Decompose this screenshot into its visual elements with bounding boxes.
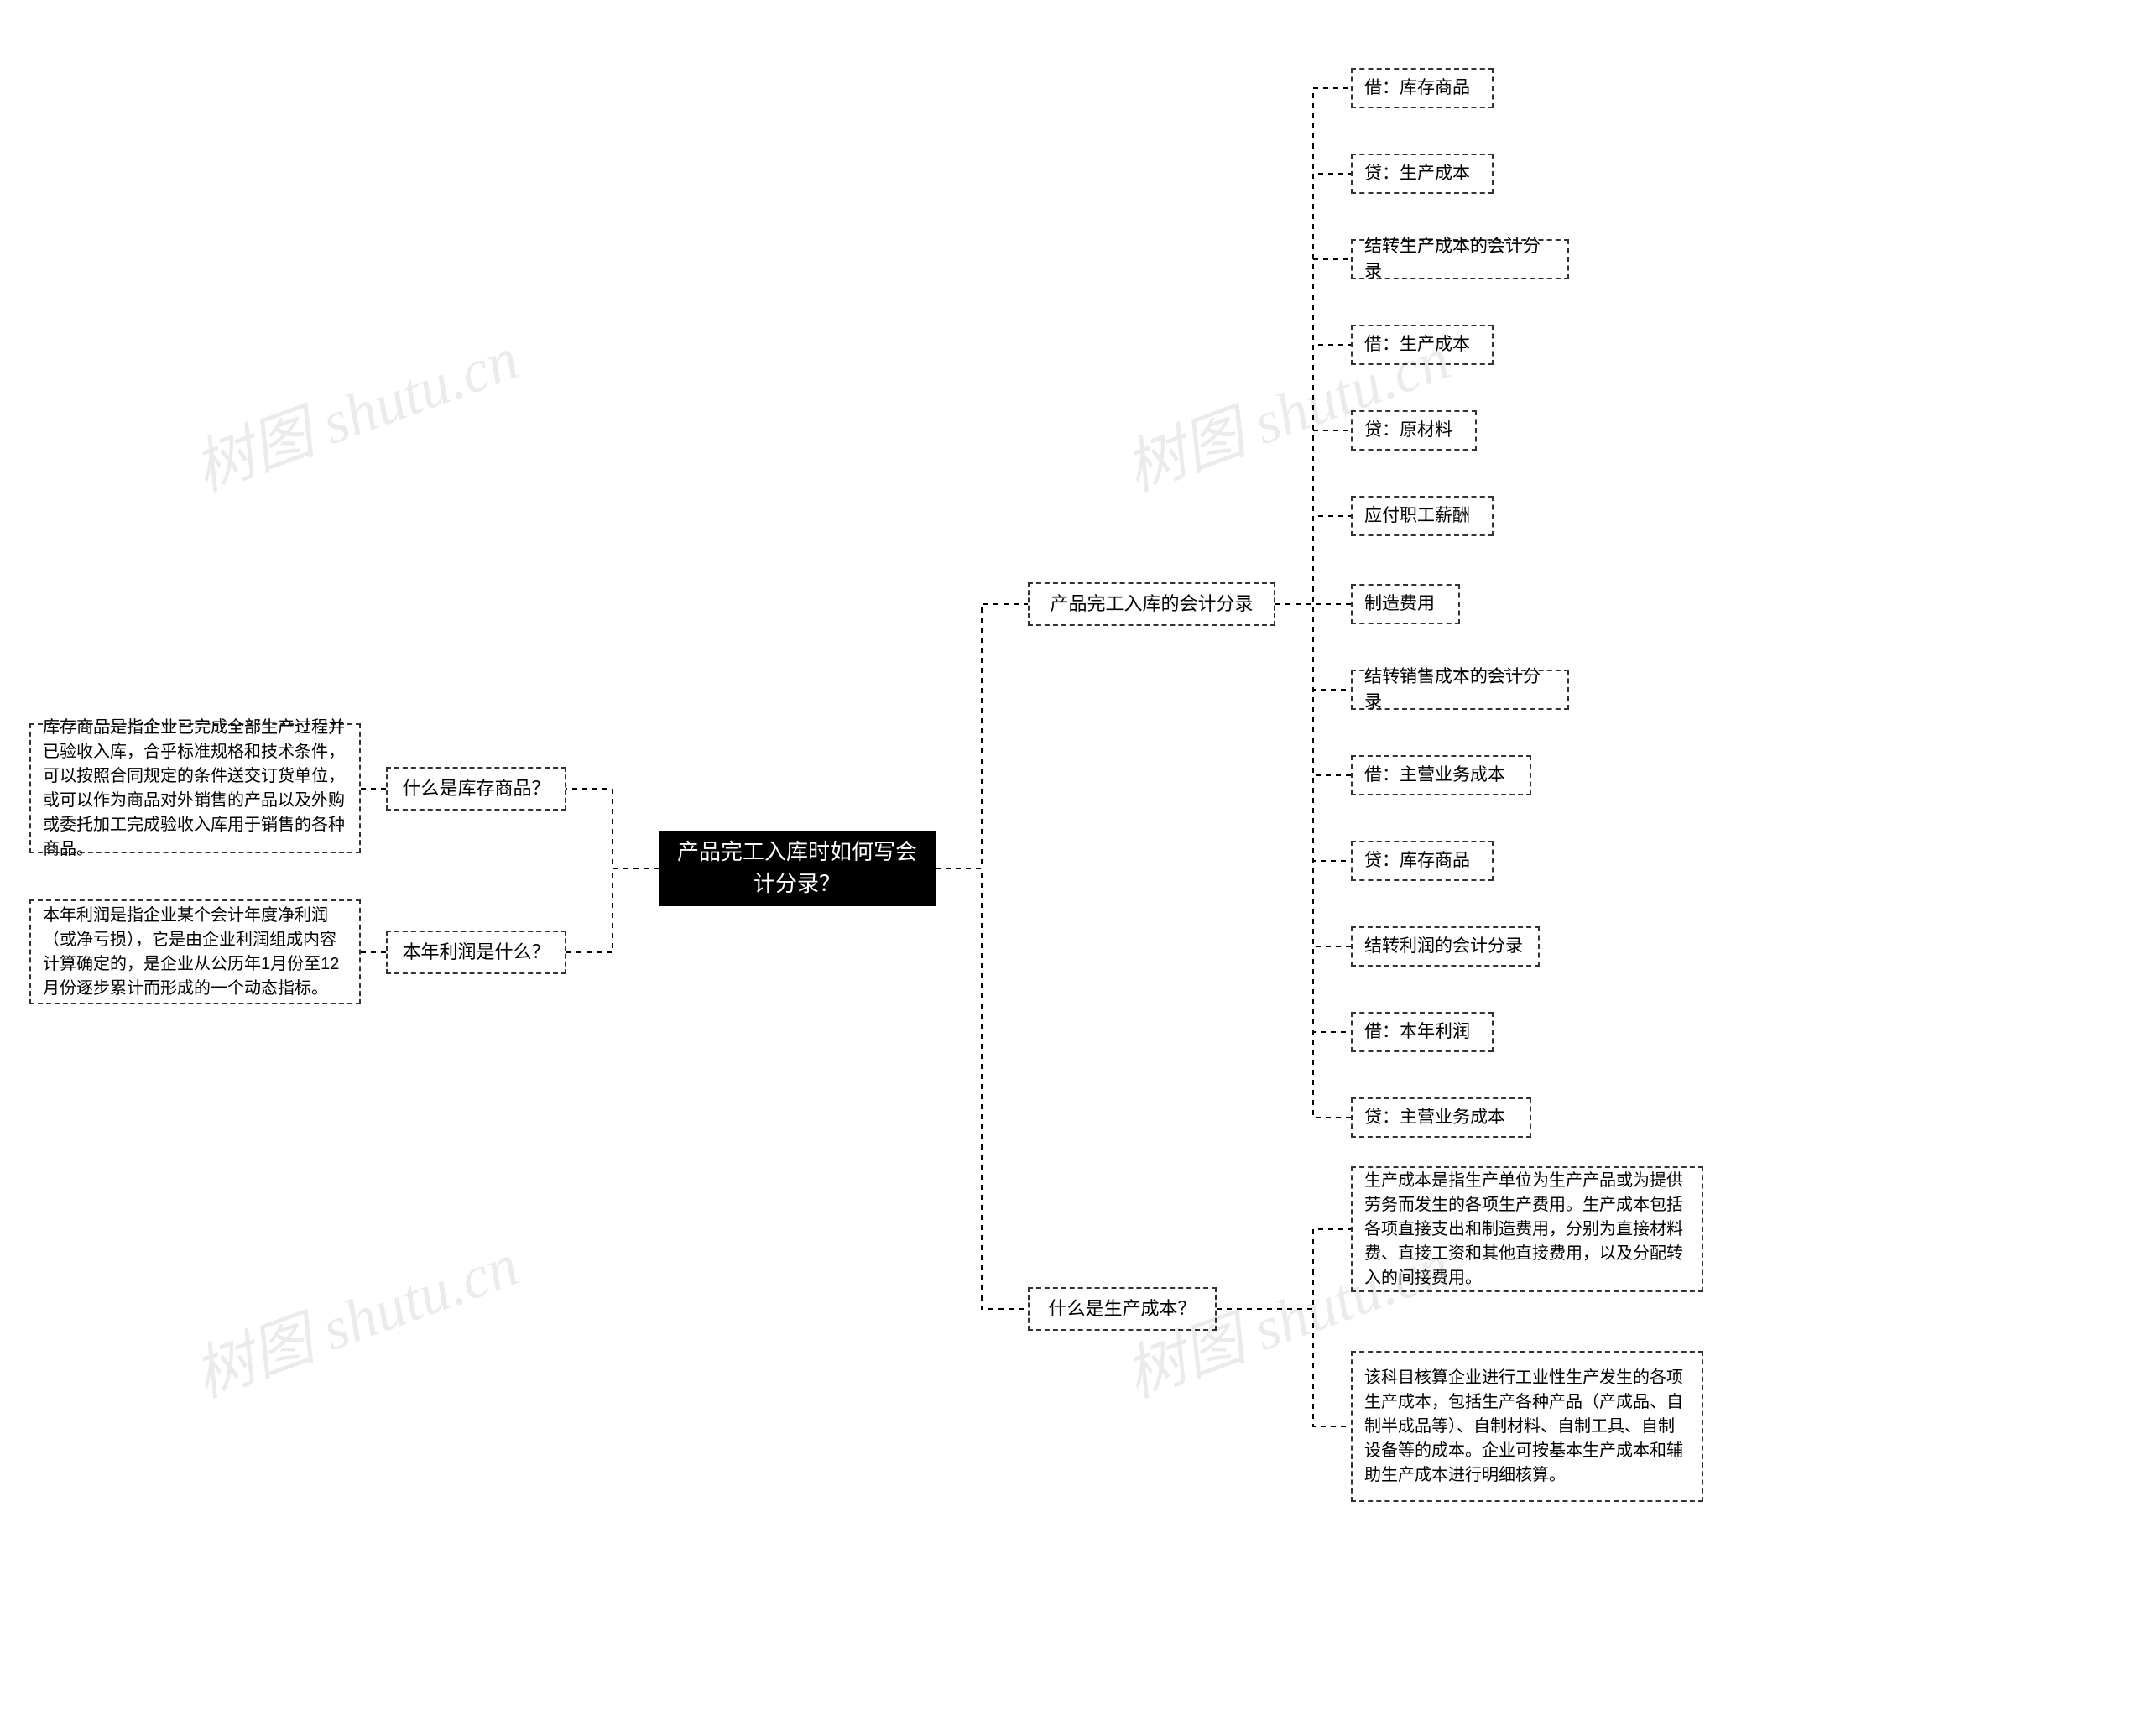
- leaf-right-1-12: 借：本年利润: [1351, 1012, 1494, 1052]
- leaf-right-2-1-text: 生产成本是指生产单位为生产产品或为提供劳务而发生的各项生产费用。生产成本包括各项…: [1364, 1169, 1690, 1290]
- leaf-right-1-12-text: 借：本年利润: [1364, 1019, 1470, 1045]
- branch-left-1-label: 什么是库存商品？: [402, 775, 550, 802]
- leaf-right-1-5-text: 贷：原材料: [1364, 418, 1452, 443]
- root-node: 产品完工入库时如何写会计分录？: [659, 831, 936, 906]
- branch-right-2-label: 什么是生产成本？: [1048, 1295, 1196, 1322]
- leaf-left-2-1: 本年利润是指企业某个会计年度净利润（或净亏损），它是由企业利润组成内容计算确定的…: [29, 899, 361, 1004]
- leaf-right-1-10: 贷：库存商品: [1351, 841, 1494, 881]
- leaf-right-2-1: 生产成本是指生产单位为生产产品或为提供劳务而发生的各项生产费用。生产成本包括各项…: [1351, 1166, 1703, 1292]
- leaf-right-1-8-text: 结转销售成本的会计分录: [1364, 665, 1556, 716]
- branch-left-1: 什么是库存商品？: [386, 767, 566, 811]
- leaf-right-1-4-text: 借：生产成本: [1364, 332, 1470, 357]
- leaf-left-2-1-text: 本年利润是指企业某个会计年度净利润（或净亏损），它是由企业利润组成内容计算确定的…: [43, 904, 347, 1001]
- branch-right-1-label: 产品完工入库的会计分录: [1050, 591, 1253, 618]
- leaf-right-1-6-text: 应付职工薪酬: [1364, 503, 1470, 529]
- leaf-right-1-4: 借：生产成本: [1351, 325, 1494, 365]
- leaf-right-2-2: 该科目核算企业进行工业性生产发生的各项生产成本，包括生产各种产品（产成品、自制半…: [1351, 1351, 1703, 1502]
- branch-right-1: 产品完工入库的会计分录: [1028, 582, 1275, 626]
- connector-layer: [0, 0, 2148, 1736]
- leaf-right-1-1-text: 借：库存商品: [1364, 76, 1470, 101]
- leaf-right-1-7: 制造费用: [1351, 584, 1460, 624]
- branch-left-2-label: 本年利润是什么？: [402, 939, 550, 966]
- leaf-right-1-13-text: 贷：主营业务成本: [1364, 1105, 1505, 1130]
- leaf-right-1-6: 应付职工薪酬: [1351, 496, 1494, 536]
- leaf-right-1-2: 贷：生产成本: [1351, 154, 1494, 194]
- leaf-right-1-8: 结转销售成本的会计分录: [1351, 670, 1569, 710]
- watermark-3-text: 树图 shutu.cn: [185, 1231, 527, 1410]
- leaf-right-2-2-text: 该科目核算企业进行工业性生产发生的各项生产成本，包括生产各种产品（产成品、自制半…: [1364, 1366, 1690, 1488]
- branch-right-2: 什么是生产成本？: [1028, 1287, 1217, 1331]
- leaf-right-1-9: 借：主营业务成本: [1351, 755, 1531, 795]
- leaf-right-1-13: 贷：主营业务成本: [1351, 1097, 1531, 1138]
- leaf-right-1-5: 贷：原材料: [1351, 410, 1477, 451]
- root-label: 产品完工入库时如何写会计分录？: [670, 837, 924, 899]
- leaf-right-1-9-text: 借：主营业务成本: [1364, 763, 1505, 788]
- leaf-right-1-10-text: 贷：库存商品: [1364, 848, 1470, 873]
- watermark-3: 树图 shutu.cn: [180, 1215, 529, 1414]
- leaf-right-1-3: 结转生产成本的会计分录: [1351, 239, 1569, 279]
- leaf-left-1-1: 库存商品是指企业已完成全部生产过程并已验收入库，合乎标准规格和技术条件，可以按照…: [29, 723, 361, 853]
- leaf-right-1-7-text: 制造费用: [1364, 592, 1435, 617]
- leaf-left-1-1-text: 库存商品是指企业已完成全部生产过程并已验收入库，合乎标准规格和技术条件，可以按照…: [43, 716, 347, 862]
- leaf-right-1-1: 借：库存商品: [1351, 68, 1494, 108]
- leaf-right-1-2-text: 贷：生产成本: [1364, 161, 1470, 186]
- watermark-1-text: 树图 shutu.cn: [185, 325, 527, 503]
- branch-left-2: 本年利润是什么？: [386, 931, 566, 974]
- leaf-right-1-3-text: 结转生产成本的会计分录: [1364, 234, 1556, 285]
- leaf-right-1-11-text: 结转利润的会计分录: [1364, 934, 1523, 959]
- leaf-right-1-11: 结转利润的会计分录: [1351, 926, 1540, 967]
- watermark-1: 树图 shutu.cn: [180, 309, 529, 508]
